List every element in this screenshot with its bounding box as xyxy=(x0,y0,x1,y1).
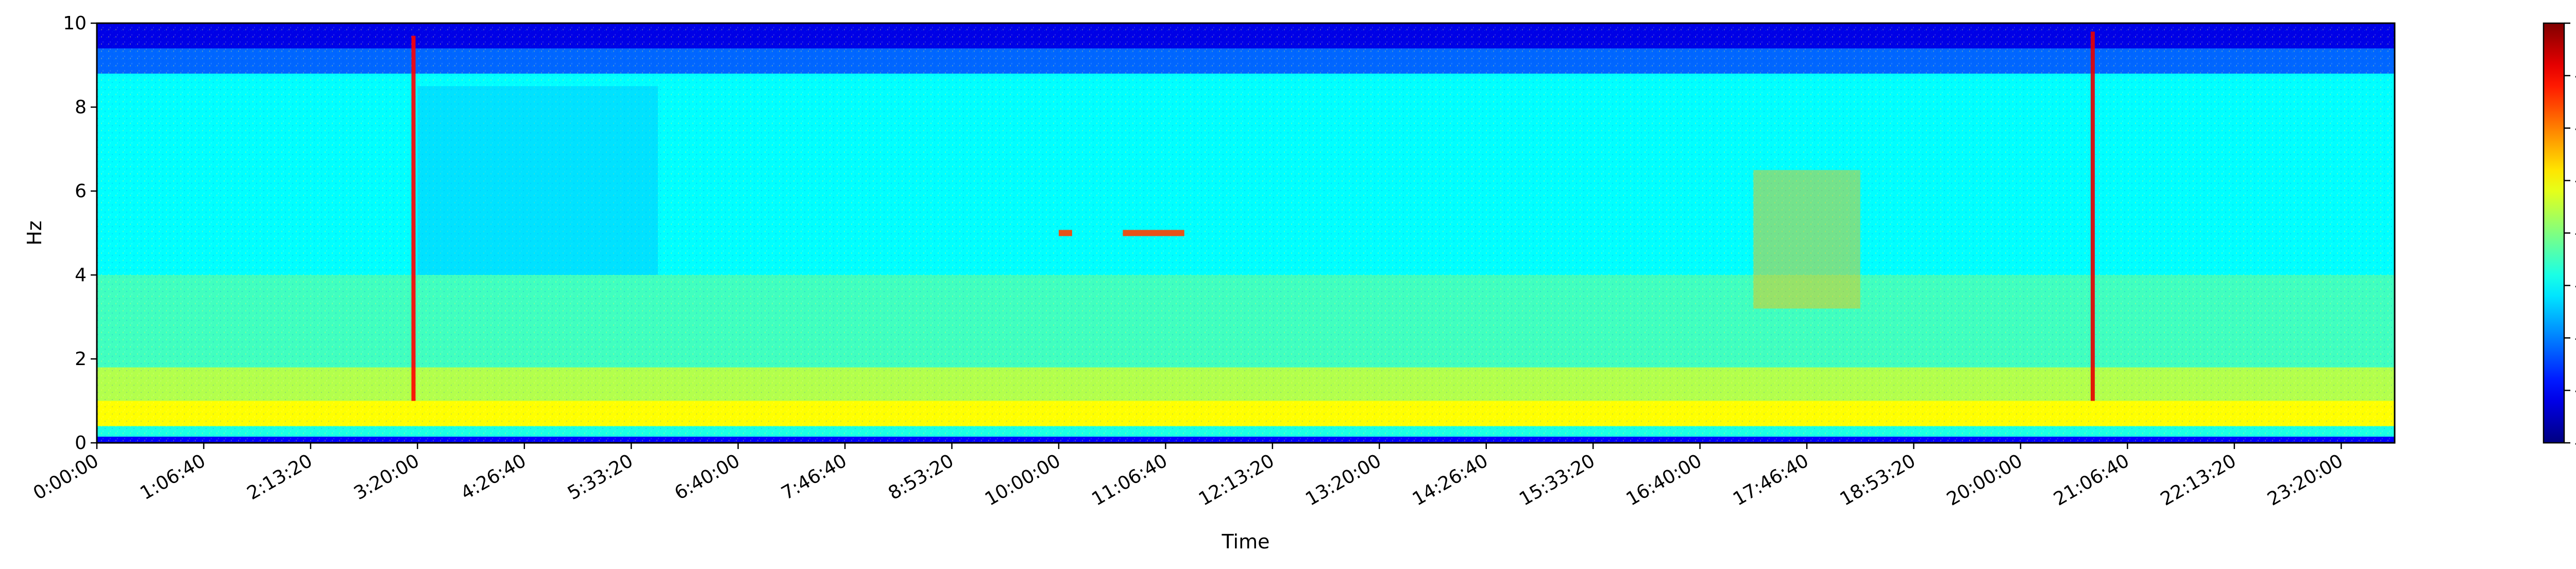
x-tick-label: 13:20:00 xyxy=(1302,450,1385,510)
spectrogram-feature-1 xyxy=(2090,31,2095,401)
colorbar-tick-label: -70 dB xyxy=(2574,380,2576,401)
colorbar-tick-label: -40 dB xyxy=(2574,223,2576,244)
x-tick-label: 7:46:40 xyxy=(778,450,851,504)
y-tick-label: 8 xyxy=(75,97,87,118)
y-axis-label: Hz xyxy=(23,220,46,246)
x-tick-label: 14:26:40 xyxy=(1409,450,1492,510)
spectrogram-image xyxy=(97,23,2395,443)
x-tick-label: 4:26:40 xyxy=(457,450,530,504)
x-tick-label: 18:53:20 xyxy=(1836,450,1919,510)
x-tick-label: 8:53:20 xyxy=(885,450,957,504)
x-tick-label: 20:00:00 xyxy=(1943,450,2026,510)
y-tick-label: 0 xyxy=(75,433,87,454)
y-tick-label: 6 xyxy=(75,181,87,202)
spectrogram-feature-0 xyxy=(411,36,416,401)
colorbar-scale xyxy=(2543,22,2565,444)
x-tick-label: 15:33:20 xyxy=(1516,450,1599,510)
x-tick-label: 6:40:00 xyxy=(671,450,743,504)
spectrogram-feature-5 xyxy=(417,86,658,275)
colorbar: +0 dB -10 dB -20 dB -30 dB -40 dB -50 dB -60 d… xyxy=(2543,13,2576,454)
x-tick-label: 22:13:20 xyxy=(2157,450,2240,510)
spectrogram-feature-2 xyxy=(1058,230,1072,236)
colorbar-tick-label: -20 dB xyxy=(2574,118,2576,139)
x-tick-label: 21:06:40 xyxy=(2050,450,2133,510)
x-tick-label: 10:00:00 xyxy=(981,450,1064,510)
x-tick-label: 12:13:20 xyxy=(1195,450,1278,510)
colorbar-tick-label: +0 dB xyxy=(2574,13,2576,34)
y-tick-label: 10 xyxy=(63,13,87,34)
colorbar-tick-label: -30 dB xyxy=(2574,170,2576,192)
x-tick-label: 3:20:00 xyxy=(350,450,423,504)
x-tick-label: 17:46:40 xyxy=(1730,450,1812,510)
x-axis: 0:00:00 1:06:40 2:13:20 3:20:00 4:26:40 5:33:… xyxy=(30,443,2347,510)
x-tick-label: 11:06:40 xyxy=(1088,450,1171,510)
y-tick-label: 4 xyxy=(75,265,87,286)
spectrogram-feature-3 xyxy=(1123,230,1184,236)
x-tick-label: 1:06:40 xyxy=(137,450,209,504)
x-axis-label: Time xyxy=(1222,530,1270,553)
y-axis: 0 2 4 6 8 10 xyxy=(63,13,97,454)
x-tick-label: 2:13:20 xyxy=(244,450,316,504)
colorbar-tick-label: -50 dB xyxy=(2574,275,2576,296)
y-tick-label: 2 xyxy=(75,349,87,370)
x-tick-label: 16:40:00 xyxy=(1623,450,1706,510)
colorbar-tick-label: -60 dB xyxy=(2574,327,2576,349)
x-tick-label: 0:00:00 xyxy=(30,450,103,504)
x-tick-label: 5:33:20 xyxy=(564,450,637,504)
x-tick-label: 23:20:00 xyxy=(2264,450,2347,510)
spectrogram-noise xyxy=(97,23,2395,443)
spectrogram-feature-4 xyxy=(1753,170,1860,309)
colorbar-tick-label: -80 dB xyxy=(2574,433,2576,454)
plot-frame xyxy=(96,22,2396,444)
colorbar-tick-label: -10 dB xyxy=(2574,65,2576,87)
